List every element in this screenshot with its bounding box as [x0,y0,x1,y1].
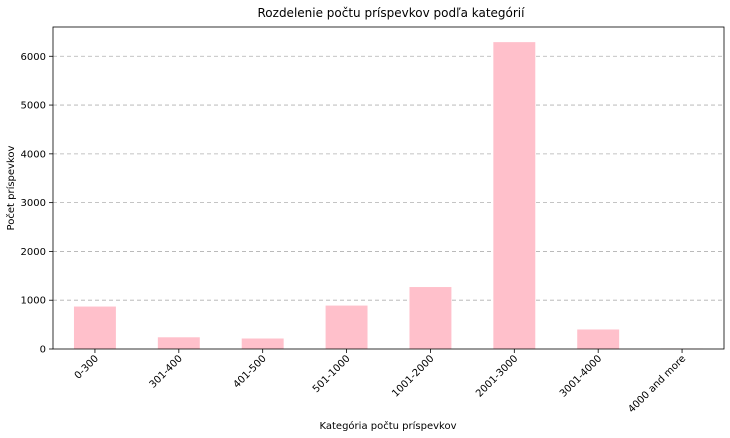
y-tick-label: 6000 [21,52,46,63]
chart-title: Rozdelenie počtu príspevkov podľa kategó… [258,6,526,20]
bar [73,306,116,349]
x-tick-label: 3001-4000 [558,353,604,399]
y-axis: 0 1000 2000 3000 4000 5000 6000 [21,52,53,356]
x-tick-label: 4000 and more [626,353,688,415]
x-tick-label: 1001-2000 [390,353,436,399]
x-axis: 0-300 301-400 401-500 501-1000 1001-2000 2001… [73,349,688,415]
bar [577,329,620,349]
x-tick-label: 501-1000 [311,353,353,395]
y-tick-label: 3000 [21,198,46,209]
bar [493,42,536,350]
x-tick-label: 301-400 [148,353,185,390]
y-tick-label: 4000 [21,149,46,160]
plot-frame [52,26,725,350]
y-axis-label: Počet príspevkov [5,145,17,230]
y-tick-label: 2000 [21,247,46,258]
bars [73,42,704,350]
gridlines [53,55,724,301]
y-tick-label: 1000 [21,296,46,307]
y-tick-label: 5000 [21,101,46,112]
x-tick-label: 0-300 [73,353,101,381]
bar [157,337,200,349]
x-tick-label: 401-500 [231,353,268,390]
x-axis-label: Kategória počtu príspevkov [320,420,457,432]
bar [241,338,284,349]
x-tick-label: 2001-3000 [474,353,520,399]
bar [325,305,368,349]
bar [409,287,452,349]
y-tick-label: 0 [40,345,46,356]
